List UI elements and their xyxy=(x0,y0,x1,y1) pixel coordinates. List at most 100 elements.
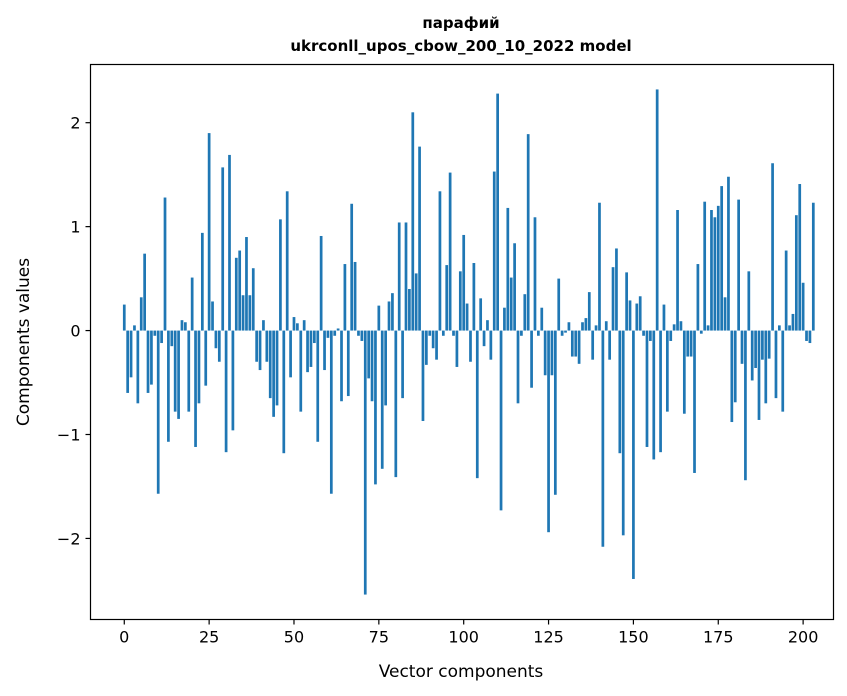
bar-component-38 xyxy=(251,268,255,331)
bar-component-30 xyxy=(224,330,228,453)
bar-component-71 xyxy=(363,330,367,595)
plot-frame xyxy=(89,63,835,621)
bar-component-135 xyxy=(581,322,584,331)
bar-component-91 xyxy=(431,330,435,349)
bar-component-3 xyxy=(133,325,136,331)
bar-component-33 xyxy=(234,257,238,331)
bar-component-22 xyxy=(197,330,201,404)
bar-component-139 xyxy=(594,325,598,331)
bar-component-183 xyxy=(744,330,747,481)
bar-component-156 xyxy=(652,330,656,460)
bar-component-82 xyxy=(401,330,404,399)
bar-component-11 xyxy=(160,330,163,344)
bar-component-176 xyxy=(720,186,724,331)
bar-component-41 xyxy=(262,320,265,331)
bar-component-196 xyxy=(788,325,791,331)
bar-component-43 xyxy=(268,330,272,399)
y-tick-label: 0 xyxy=(70,322,80,341)
bar-component-104 xyxy=(475,330,479,479)
bar-component-201 xyxy=(805,330,808,341)
bar-component-32 xyxy=(231,330,235,431)
bar-component-143 xyxy=(608,330,612,360)
bar-component-128 xyxy=(557,278,561,331)
bar-component-170 xyxy=(699,330,703,334)
x-axis-label: Vector components xyxy=(379,662,544,682)
bar-component-105 xyxy=(479,298,483,331)
x-tick-label: 125 xyxy=(533,628,564,647)
bar-component-140 xyxy=(598,202,601,331)
bar-component-86 xyxy=(414,273,418,331)
bar-component-192 xyxy=(774,330,778,399)
bar-component-84 xyxy=(408,288,411,331)
bar-component-159 xyxy=(662,304,666,331)
bar-component-134 xyxy=(577,330,581,364)
bar-component-116 xyxy=(516,330,520,404)
bar-component-80 xyxy=(394,330,398,478)
bar-component-141 xyxy=(601,330,605,547)
bar-component-8 xyxy=(150,330,153,385)
bar-component-1 xyxy=(126,330,130,393)
bar-component-126 xyxy=(550,330,554,376)
bar-component-46 xyxy=(279,219,282,331)
bar-component-88 xyxy=(421,330,425,421)
bar-component-23 xyxy=(200,232,204,331)
bar-component-69 xyxy=(357,330,360,336)
bar-component-114 xyxy=(509,277,513,331)
bar-component-162 xyxy=(672,324,676,331)
bar-component-94 xyxy=(441,330,445,336)
bar-component-47 xyxy=(282,330,286,454)
bar-component-16 xyxy=(177,330,180,419)
bar-component-203 xyxy=(811,202,815,331)
bar-component-136 xyxy=(584,318,588,331)
bar-component-158 xyxy=(659,330,662,453)
bar-component-65 xyxy=(343,264,347,331)
bar-component-161 xyxy=(669,330,673,341)
bar-component-150 xyxy=(632,330,635,579)
bar-component-174 xyxy=(713,217,717,331)
bar-component-29 xyxy=(221,167,225,331)
bar-component-51 xyxy=(296,323,299,331)
bar-component-195 xyxy=(784,250,788,331)
bar-component-173 xyxy=(710,210,713,331)
bar-component-53 xyxy=(302,320,306,331)
x-tick-label: 0 xyxy=(119,628,129,647)
y-tick-label: −1 xyxy=(57,426,81,445)
bar-component-0 xyxy=(122,304,126,331)
x-tick-label: 100 xyxy=(448,628,479,647)
bar-component-63 xyxy=(336,328,340,331)
bar-component-153 xyxy=(642,330,645,336)
bar-component-76 xyxy=(380,330,384,469)
bar-component-168 xyxy=(693,330,696,473)
bar-component-96 xyxy=(448,172,452,331)
bar-component-24 xyxy=(204,330,208,386)
bar-component-198 xyxy=(794,215,798,331)
bar-component-145 xyxy=(615,248,618,331)
bar-component-172 xyxy=(706,325,710,331)
bar-component-77 xyxy=(384,330,387,406)
bar-component-58 xyxy=(319,235,323,331)
bar-component-45 xyxy=(275,330,279,406)
bar-component-181 xyxy=(737,199,740,331)
bar-component-154 xyxy=(645,330,649,447)
bar-component-49 xyxy=(289,330,292,378)
bar-component-59 xyxy=(323,330,326,371)
bar-component-36 xyxy=(245,237,248,331)
bar-component-186 xyxy=(754,330,757,368)
bar-component-48 xyxy=(285,191,289,331)
bar-component-120 xyxy=(530,330,533,388)
bar-component-178 xyxy=(727,176,730,331)
bar-component-60 xyxy=(326,330,330,338)
x-tick-label: 75 xyxy=(369,628,389,647)
bar-component-66 xyxy=(346,330,350,397)
bar-component-35 xyxy=(241,295,245,331)
bar-component-40 xyxy=(258,330,262,371)
bar-component-194 xyxy=(781,330,785,412)
bar-component-54 xyxy=(306,330,309,373)
bar-component-75 xyxy=(377,305,381,331)
bar-component-85 xyxy=(411,112,415,331)
bar-component-103 xyxy=(472,263,476,331)
bar-component-169 xyxy=(696,264,700,331)
bar-component-78 xyxy=(387,301,391,331)
bar-component-13 xyxy=(167,330,170,442)
